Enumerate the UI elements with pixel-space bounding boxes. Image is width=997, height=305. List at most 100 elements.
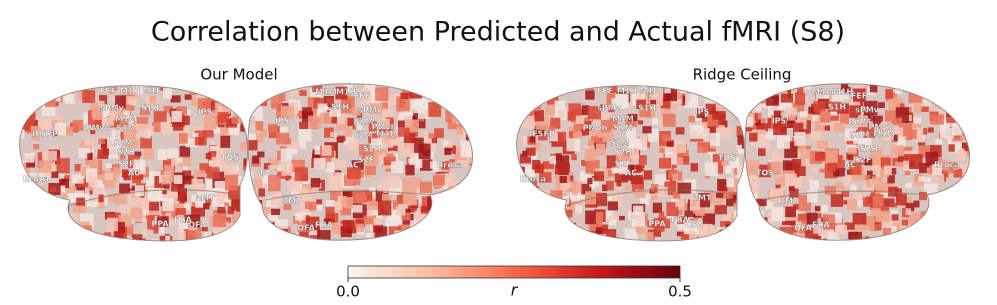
patch <box>57 118 64 125</box>
patch <box>519 207 533 219</box>
patch <box>23 191 29 196</box>
patch <box>455 212 467 221</box>
patch <box>341 96 355 114</box>
region-label: S2F <box>358 156 375 165</box>
patch <box>310 243 315 247</box>
patch <box>958 116 970 126</box>
patch <box>828 212 842 224</box>
patch <box>320 111 332 125</box>
patch <box>411 100 418 109</box>
patch <box>205 198 213 206</box>
region-label: S2H <box>614 148 632 157</box>
patch <box>757 164 771 178</box>
patch <box>23 120 34 132</box>
patch <box>444 172 456 187</box>
patch <box>472 136 473 148</box>
colorbar-label: r <box>511 281 519 300</box>
region-label: IPS <box>198 108 213 117</box>
patch <box>217 112 229 123</box>
patch <box>733 210 743 220</box>
patch <box>74 227 88 241</box>
patch <box>566 138 581 152</box>
patch <box>692 193 699 200</box>
patch <box>930 216 941 226</box>
patch <box>947 83 954 90</box>
patch <box>786 107 797 118</box>
patch <box>901 208 910 218</box>
patch <box>86 194 99 208</box>
patch <box>464 192 473 208</box>
patch <box>971 220 982 230</box>
patch <box>788 115 796 121</box>
patch <box>587 138 595 146</box>
patch <box>465 213 473 221</box>
patch <box>382 109 395 124</box>
patch <box>719 221 729 232</box>
patch <box>366 198 380 210</box>
patch <box>885 88 894 99</box>
patch <box>425 233 432 240</box>
patch <box>653 218 665 232</box>
patch <box>475 174 483 182</box>
patch <box>595 85 604 91</box>
patch <box>934 174 945 182</box>
patch <box>171 210 180 219</box>
patch <box>529 135 536 143</box>
patch <box>952 164 959 171</box>
patch <box>52 207 62 220</box>
region-label: S1M <box>851 118 870 127</box>
patch <box>480 169 494 185</box>
region-label: hMT <box>195 194 215 203</box>
patch <box>25 218 40 234</box>
colorbar-tick-label: 0.0 <box>336 283 360 301</box>
patch <box>650 99 657 105</box>
patch <box>676 216 684 225</box>
patch <box>251 247 262 259</box>
patch <box>956 213 969 226</box>
patch <box>853 88 866 102</box>
patch <box>902 197 912 209</box>
patch <box>630 175 643 185</box>
patch <box>765 147 772 152</box>
patch <box>729 87 736 94</box>
patch <box>335 201 342 211</box>
patch <box>92 184 105 195</box>
patch <box>556 131 567 143</box>
patch <box>670 177 677 186</box>
patch <box>91 110 100 118</box>
patch <box>866 180 872 188</box>
patch <box>853 131 867 144</box>
region-label: PMvh <box>372 123 397 132</box>
patch <box>113 229 124 241</box>
patch <box>872 195 883 208</box>
patch <box>117 114 129 128</box>
patch <box>50 85 62 94</box>
patch <box>96 179 102 187</box>
patch <box>554 199 564 210</box>
sulcus <box>761 190 928 201</box>
patch <box>361 87 369 93</box>
patch <box>696 108 705 119</box>
patch <box>428 83 440 98</box>
patch <box>327 245 337 253</box>
patch <box>835 182 845 190</box>
patch <box>374 226 388 241</box>
patch <box>440 100 447 106</box>
patch <box>30 125 39 133</box>
patch <box>471 86 473 100</box>
patch <box>799 220 811 234</box>
patch <box>189 85 198 96</box>
patch <box>473 115 481 124</box>
patch <box>572 227 579 233</box>
patch <box>402 87 413 97</box>
patch <box>643 244 649 252</box>
patch <box>723 213 737 224</box>
patch <box>958 227 967 234</box>
patch <box>921 128 928 135</box>
patch <box>904 235 913 241</box>
patch <box>461 193 468 201</box>
patch <box>664 88 671 94</box>
patch <box>918 226 927 233</box>
patch <box>961 213 970 224</box>
patch <box>367 209 374 217</box>
